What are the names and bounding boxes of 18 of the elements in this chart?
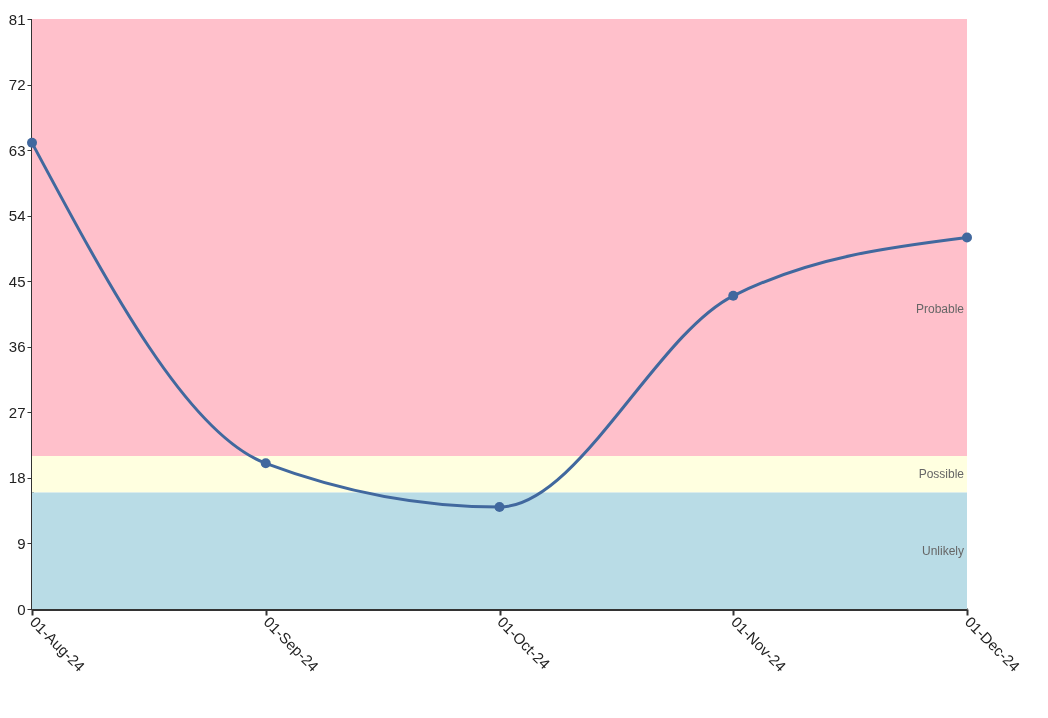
point xyxy=(962,232,972,243)
point xyxy=(27,137,37,148)
band-label: Unlikely xyxy=(921,543,964,558)
point xyxy=(728,290,739,301)
y-tick-label: 54 xyxy=(8,207,26,225)
point xyxy=(494,502,505,513)
y-tick-label: 9 xyxy=(17,534,26,552)
y-tick-label: 18 xyxy=(8,469,26,487)
band-label: Possible xyxy=(918,467,965,482)
y-tick-label: 63 xyxy=(8,141,26,159)
band-label: Probable xyxy=(915,301,965,316)
y-tick-label: 45 xyxy=(8,272,26,290)
y-tick-label: 27 xyxy=(8,403,26,421)
y-tick-label: 81 xyxy=(8,10,26,28)
y-tick-label: 36 xyxy=(8,338,26,356)
point xyxy=(260,458,271,469)
y-tick-label: 0 xyxy=(17,600,26,618)
y-tick-label: 72 xyxy=(8,76,26,94)
